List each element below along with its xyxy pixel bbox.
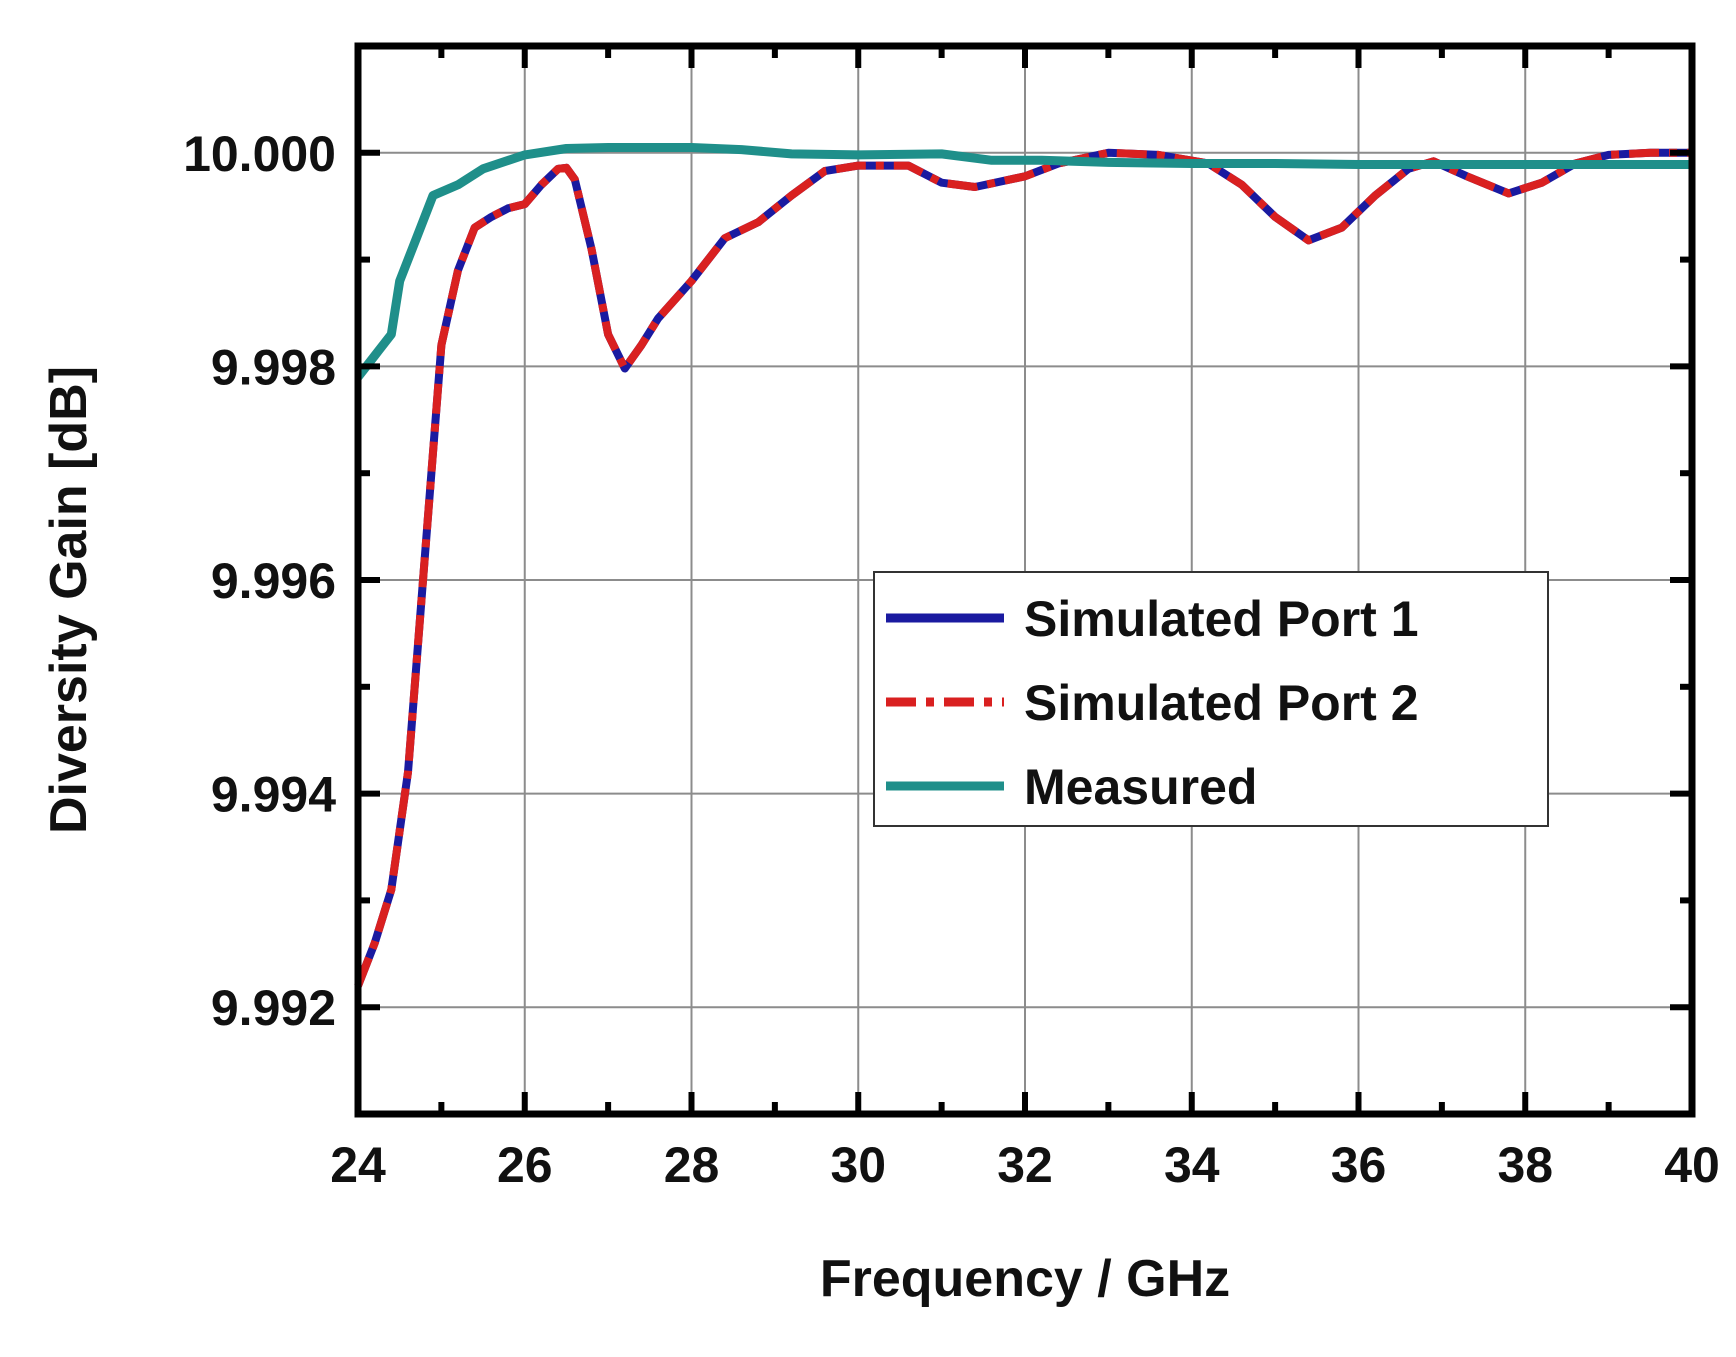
y-tick-label: 9.994 [211,767,336,823]
legend: Simulated Port 1 Simulated Port 2 Measured [873,571,1549,827]
y-tick-label: 9.996 [211,553,336,609]
y-tick-label: 9.992 [211,980,336,1036]
legend-items: Simulated Port 1 Simulated Port 2 Measured [886,591,1419,815]
x-axis-title: Frequency / GHz [820,1250,1230,1308]
series-line-measured [354,143,1692,380]
legend-label: Measured [1024,759,1257,815]
y-axis-title: Diversity Gain [dB] [40,366,98,834]
legend-label: Simulated Port 1 [1024,591,1419,647]
tick-labels: 24 26 28 30 32 34 36 38 40 9.992 9.994 9.996 9.998 10… [183,126,1720,1193]
y-tick-label: 9.998 [211,339,336,395]
x-tick-label: 38 [1497,1137,1553,1193]
x-tick-label: 34 [1164,1137,1220,1193]
y-tick-label: 10.000 [183,126,336,182]
plot-frame [354,42,1696,1118]
x-tick-label: 36 [1331,1137,1387,1193]
x-tick-label: 32 [997,1137,1053,1193]
legend-label: Simulated Port 2 [1024,675,1419,731]
x-tick-label: 28 [664,1137,720,1193]
data-series [354,143,1692,988]
x-tick-label: 24 [330,1137,386,1193]
x-tick-label: 26 [497,1137,553,1193]
x-tick-label: 30 [830,1137,886,1193]
x-tick-label: 40 [1664,1137,1720,1193]
